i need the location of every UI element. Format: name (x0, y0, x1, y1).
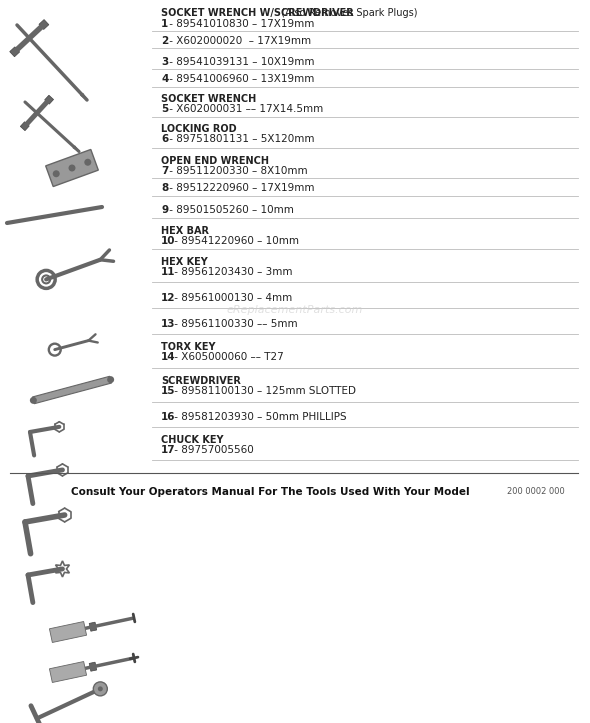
Text: SOCKET WRENCH W/SCREWDRIVER: SOCKET WRENCH W/SCREWDRIVER (161, 8, 354, 18)
Circle shape (93, 682, 107, 696)
Text: 9: 9 (161, 205, 168, 215)
Text: 16: 16 (161, 412, 175, 422)
Text: - 89581203930 – 50mm PHILLIPS: - 89581203930 – 50mm PHILLIPS (172, 412, 347, 422)
Text: LOCKING ROD: LOCKING ROD (161, 124, 237, 134)
Text: eReplacementParts.com: eReplacementParts.com (227, 305, 363, 315)
Text: - 89541010830 – 17X19mm: - 89541010830 – 17X19mm (166, 19, 314, 29)
Text: - 89511200330 – 8X10mm: - 89511200330 – 8X10mm (166, 166, 308, 176)
Text: - 89581100130 – 125mm SLOTTED: - 89581100130 – 125mm SLOTTED (172, 386, 356, 396)
Text: 10: 10 (161, 236, 175, 246)
Text: 200 0002 000: 200 0002 000 (507, 487, 565, 496)
Text: 11: 11 (161, 267, 175, 277)
Text: - 89757005560: - 89757005560 (172, 445, 254, 455)
Text: 8: 8 (161, 183, 168, 193)
Text: - 89501505260 – 10mm: - 89501505260 – 10mm (166, 205, 294, 215)
Polygon shape (20, 121, 30, 131)
Circle shape (84, 159, 91, 166)
Text: 1: 1 (161, 19, 168, 29)
Text: - 89561100330 –– 5mm: - 89561100330 –– 5mm (172, 319, 298, 329)
Text: OPEN END WRENCH: OPEN END WRENCH (161, 156, 269, 166)
Polygon shape (45, 150, 99, 187)
Polygon shape (89, 662, 97, 671)
Text: - 89541006960 – 13X19mm: - 89541006960 – 13X19mm (166, 74, 314, 84)
Polygon shape (50, 622, 87, 643)
Text: - 89512220960 – 17X19mm: - 89512220960 – 17X19mm (166, 183, 314, 193)
Text: - X602000020  – 17X19mm: - X602000020 – 17X19mm (166, 36, 312, 46)
Circle shape (98, 686, 103, 691)
Text: 15: 15 (161, 386, 175, 396)
Text: SOCKET WRENCH: SOCKET WRENCH (161, 94, 256, 104)
Text: HEX BAR: HEX BAR (161, 226, 209, 236)
Polygon shape (50, 662, 87, 683)
Text: CHUCK KEY: CHUCK KEY (161, 435, 224, 445)
Text: 6: 6 (161, 134, 168, 144)
Circle shape (68, 165, 76, 171)
Text: 17: 17 (161, 445, 176, 455)
Circle shape (107, 376, 114, 383)
Text: 2: 2 (161, 36, 168, 46)
Polygon shape (39, 20, 49, 30)
Polygon shape (80, 93, 87, 100)
Text: - 89541220960 – 10mm: - 89541220960 – 10mm (172, 236, 299, 246)
Polygon shape (73, 145, 79, 152)
Text: 13: 13 (161, 319, 175, 329)
Text: - 89751801131 – 5X120mm: - 89751801131 – 5X120mm (166, 134, 314, 144)
Text: 4: 4 (161, 74, 168, 84)
Polygon shape (32, 376, 112, 403)
Polygon shape (9, 47, 19, 56)
Text: TORX KEY: TORX KEY (161, 342, 215, 352)
Text: 7: 7 (161, 166, 168, 176)
Text: - X602000031 –– 17X14.5mm: - X602000031 –– 17X14.5mm (166, 104, 323, 114)
Text: Consult Your Operators Manual For The Tools Used With Your Model: Consult Your Operators Manual For The To… (71, 487, 469, 497)
Text: HEX KEY: HEX KEY (161, 257, 208, 267)
Circle shape (30, 397, 37, 404)
Polygon shape (89, 623, 97, 631)
Circle shape (53, 170, 60, 177)
Polygon shape (45, 95, 54, 104)
Text: 3: 3 (161, 57, 168, 67)
Text: - 89561000130 – 4mm: - 89561000130 – 4mm (172, 293, 293, 303)
Text: - 89541039131 – 10X19mm: - 89541039131 – 10X19mm (166, 57, 314, 67)
Text: 12: 12 (161, 293, 175, 303)
Text: 5: 5 (161, 104, 168, 114)
Text: 14: 14 (161, 352, 176, 362)
Text: (Also Removes Spark Plugs): (Also Removes Spark Plugs) (278, 8, 418, 18)
Text: SCREWDRIVER: SCREWDRIVER (161, 376, 241, 386)
Text: - 89561203430 – 3mm: - 89561203430 – 3mm (172, 267, 293, 277)
Text: - X605000060 –– T27: - X605000060 –– T27 (172, 352, 284, 362)
